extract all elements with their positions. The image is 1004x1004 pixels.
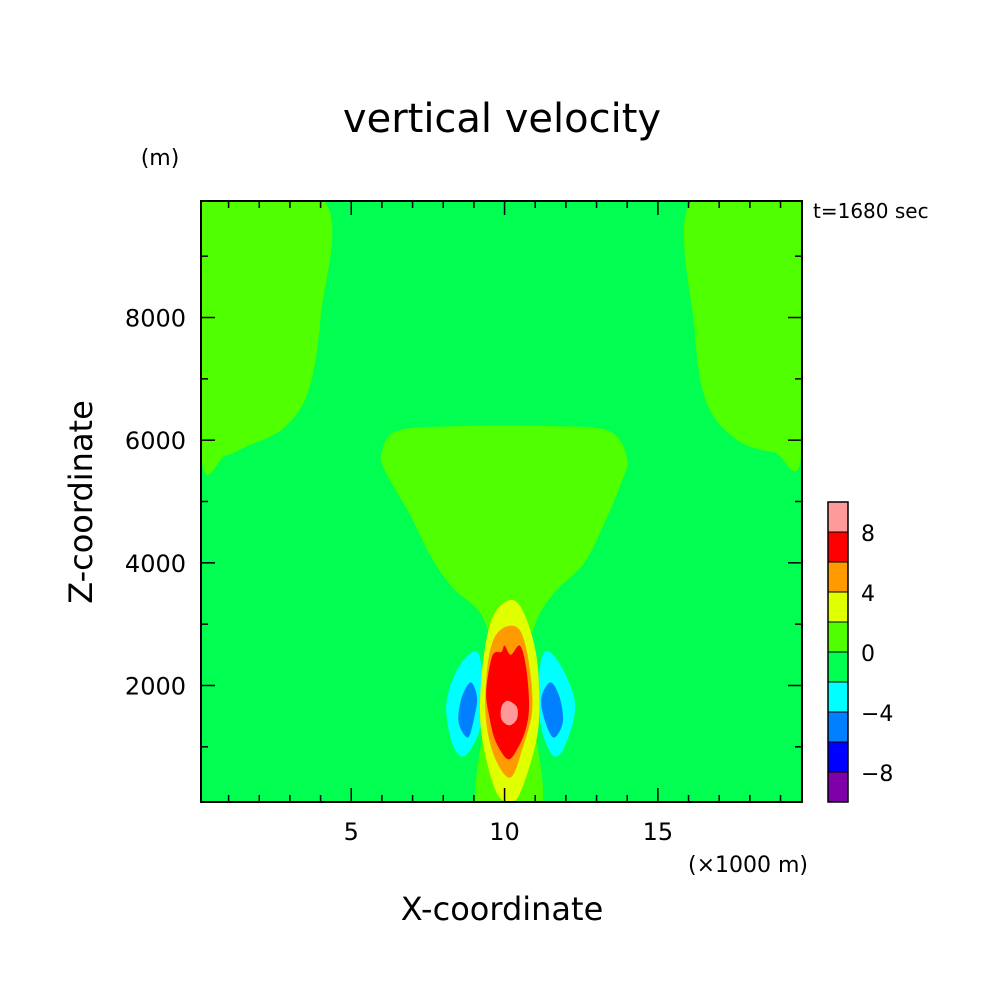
time-label: t=1680 sec: [813, 199, 929, 223]
colorbar-label: −8: [861, 762, 893, 787]
contour-region-upper-left-weak-updraft: [201, 201, 333, 475]
colorbar-swatch: [827, 531, 849, 563]
plot-frame: [200, 200, 803, 803]
plot-area: 5 10 15 2000 4000 6000 8000: [125, 200, 803, 846]
colorbar-swatch: [827, 711, 849, 743]
colorbar-swatch: [827, 651, 849, 683]
colorbar-label: 4: [861, 582, 875, 607]
colorbar-swatch: [827, 591, 849, 623]
x-unit-label: (×1000 m): [688, 853, 808, 878]
x-tick-label: 10: [489, 818, 520, 846]
y-unit-label: (m): [141, 146, 180, 171]
y-tick-label: 8000: [125, 305, 186, 333]
contour-region-right-downdraft-blue: [541, 682, 564, 738]
x-tick-label: 5: [344, 818, 359, 846]
colorbar-swatch: [827, 621, 849, 653]
colorbar-label: 8: [861, 522, 875, 547]
colorbar-frame: [827, 501, 849, 803]
y-tick-label: 2000: [125, 672, 186, 700]
x-tick-label: 15: [643, 818, 674, 846]
x-axis-label: X-coordinate: [401, 890, 604, 928]
y-axis-label: Z-coordinate: [62, 400, 100, 604]
contour-region-upper-right-weak-updraft: [683, 201, 802, 472]
y-tick-label: 6000: [125, 427, 186, 455]
colorbar-swatch: [827, 741, 849, 773]
colorbar-swatch: [827, 771, 849, 803]
colorbar-swatch: [827, 501, 849, 533]
colorbar-swatch: [827, 681, 849, 713]
y-tick-label: 4000: [125, 550, 186, 578]
colorbar: 8 4 0 −4 −8: [827, 501, 893, 803]
colorbar-label: −4: [861, 702, 893, 727]
colorbar-label: 0: [861, 642, 875, 667]
chart-title: vertical velocity: [343, 96, 661, 142]
contour-region-left-downdraft-blue: [458, 682, 478, 738]
colorbar-swatch: [827, 561, 849, 593]
contour-region-updraft-core-pink: [500, 700, 518, 726]
